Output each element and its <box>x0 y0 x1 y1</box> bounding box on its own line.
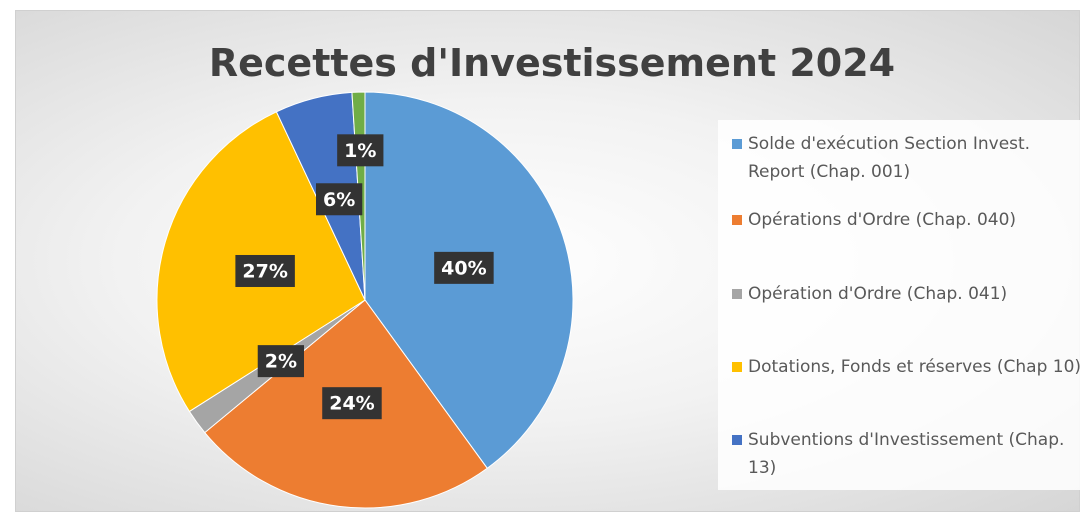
legend-item: Solde d'exécution Section Invest. Report… <box>732 130 1080 186</box>
data-label: 40% <box>434 251 494 284</box>
data-label-text: 27% <box>242 260 287 282</box>
data-label: 1% <box>337 134 384 167</box>
data-label-box <box>235 254 295 287</box>
data-label-text: 24% <box>329 393 374 415</box>
legend-swatch <box>732 362 742 372</box>
legend-label: Opération d'Ordre (Chap. 041) <box>748 284 1008 304</box>
legend-label: Opérations d'Ordre (Chap. 040) <box>748 210 1017 230</box>
data-label: 24% <box>322 387 382 420</box>
chart-title: Recettes d'Investissement 2024 <box>209 41 895 85</box>
legend-swatch <box>732 289 742 299</box>
data-label-box <box>322 387 382 420</box>
legend-item: Dotations, Fonds et réserves (Chap 10) <box>732 353 1080 381</box>
data-label-text: 6% <box>323 189 355 211</box>
data-label-text: 2% <box>265 351 297 373</box>
legend-swatch <box>732 435 742 445</box>
data-label-box <box>316 183 363 216</box>
legend-label: Dotations, Fonds et réserves (Chap 10) <box>748 357 1080 377</box>
data-label-box <box>434 251 494 284</box>
data-label: 6% <box>316 183 363 216</box>
data-label-box <box>257 345 304 378</box>
legend-swatch <box>732 139 742 149</box>
data-label-box <box>337 134 384 167</box>
data-label: 27% <box>235 254 295 287</box>
legend: Solde d'exécution Section Invest. Report… <box>718 120 1080 490</box>
data-label-text: 40% <box>441 257 486 279</box>
legend-swatch <box>732 215 742 225</box>
data-label-text: 1% <box>344 140 376 162</box>
legend-item: Subventions d'Investissement (Chap. 13) <box>732 426 1080 482</box>
legend-label: Subventions d'Investissement (Chap. 13) <box>748 430 1065 478</box>
legend-item: Opération d'Ordre (Chap. 041) <box>732 280 1080 308</box>
data-label: 2% <box>257 345 304 378</box>
legend-item: Opérations d'Ordre (Chap. 040) <box>732 206 1080 234</box>
legend-label: Solde d'exécution Section Invest. Report… <box>748 134 1031 182</box>
